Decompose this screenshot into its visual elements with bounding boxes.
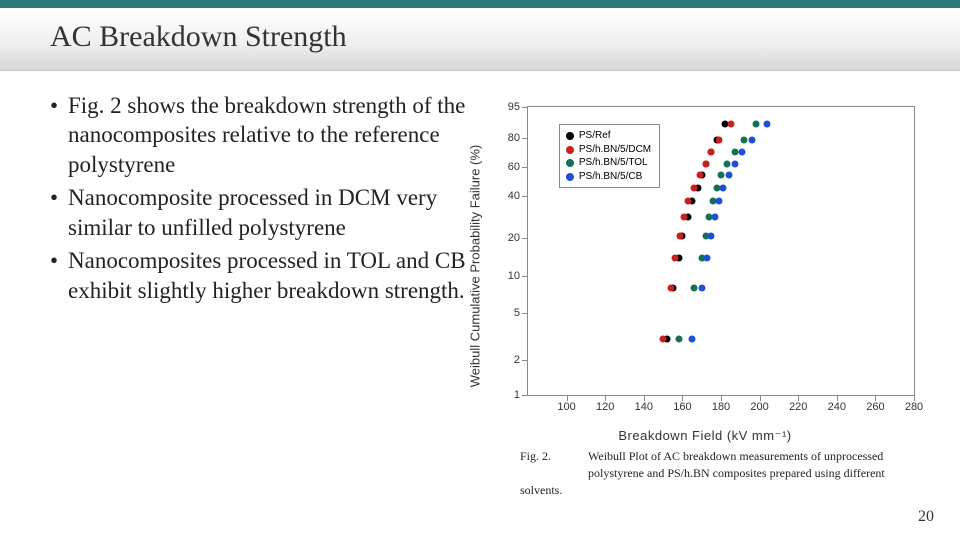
data-point: [716, 136, 723, 143]
legend-item: PS/h.BN/5/TOL: [566, 156, 651, 170]
x-tick-label: 200: [750, 395, 768, 413]
data-point: [704, 255, 711, 262]
data-point: [689, 335, 696, 342]
y-tick-label: 60: [508, 161, 528, 173]
y-tick-label: 40: [508, 190, 528, 202]
y-axis-label: Weibull Cumulative Probability Failure (…: [468, 145, 483, 388]
plot-area: PS/RefPS/h.BN/5/DCMPS/h.BN/5/TOLPS/h.BN/…: [527, 106, 915, 396]
data-point: [708, 148, 715, 155]
data-point: [716, 198, 723, 205]
data-point: [690, 285, 697, 292]
legend-label: PS/Ref: [579, 129, 611, 143]
y-tick-label: 80: [508, 132, 528, 144]
data-point: [677, 232, 684, 239]
data-point: [723, 161, 730, 168]
page-title: AC Breakdown Strength: [50, 20, 960, 54]
y-tick-label: 95: [508, 101, 528, 113]
data-point: [671, 255, 678, 262]
caption-label: Fig. 2.: [520, 448, 588, 465]
x-tick-label: 140: [635, 395, 653, 413]
data-point: [660, 335, 667, 342]
data-point: [696, 172, 703, 179]
bullet-column: Fig. 2 shows the breakdown strength of t…: [50, 91, 480, 498]
data-point: [702, 161, 709, 168]
data-point: [731, 161, 738, 168]
bullet-list: Fig. 2 shows the breakdown strength of t…: [50, 91, 472, 305]
x-tick-label: 180: [712, 395, 730, 413]
legend-label: PS/h.BN/5/TOL: [579, 156, 648, 170]
data-point: [731, 148, 738, 155]
content-row: Fig. 2 shows the breakdown strength of t…: [0, 71, 960, 508]
legend-item: PS/h.BN/5/CB: [566, 170, 651, 184]
y-tick-label: 10: [508, 270, 528, 282]
data-point: [675, 335, 682, 342]
legend-item: PS/Ref: [566, 129, 651, 143]
y-tick-label: 20: [508, 232, 528, 244]
data-point: [752, 121, 759, 128]
legend-swatch: [566, 159, 574, 167]
data-point: [667, 285, 674, 292]
caption-line3: solvents.: [520, 483, 562, 497]
figure-column: Weibull Cumulative Probability Failure (…: [480, 91, 930, 498]
bullet-item: Nanocomposite processed in DCM very simi…: [50, 183, 472, 242]
x-tick-label: 240: [828, 395, 846, 413]
legend-item: PS/h.BN/5/DCM: [566, 143, 651, 157]
x-tick-label: 120: [596, 395, 614, 413]
y-tick-label: 5: [514, 307, 528, 319]
page-number: 20: [918, 508, 934, 526]
data-point: [690, 185, 697, 192]
legend-swatch: [566, 132, 574, 140]
title-band: AC Breakdown Strength: [0, 8, 960, 71]
legend-label: PS/h.BN/5/CB: [579, 170, 642, 184]
weibull-chart: Weibull Cumulative Probability Failure (…: [485, 96, 925, 436]
data-point: [708, 232, 715, 239]
chart-legend: PS/RefPS/h.BN/5/DCMPS/h.BN/5/TOLPS/h.BN/…: [559, 124, 660, 188]
data-point: [712, 213, 719, 220]
x-tick-label: 100: [557, 395, 575, 413]
y-tick-label: 1: [514, 389, 528, 401]
data-point: [725, 172, 732, 179]
x-axis-label: Breakdown Field (kV mm⁻¹): [618, 428, 791, 444]
data-point: [698, 285, 705, 292]
x-tick-label: 260: [866, 395, 884, 413]
x-tick-label: 280: [905, 395, 923, 413]
x-tick-label: 220: [789, 395, 807, 413]
accent-bar: [0, 0, 960, 8]
legend-label: PS/h.BN/5/DCM: [579, 143, 651, 157]
x-tick-label: 160: [673, 395, 691, 413]
y-tick-label: 2: [514, 354, 528, 366]
legend-swatch: [566, 146, 574, 154]
data-point: [727, 121, 734, 128]
data-point: [685, 198, 692, 205]
bullet-item: Fig. 2 shows the breakdown strength of t…: [50, 91, 472, 179]
legend-swatch: [566, 173, 574, 181]
data-point: [764, 121, 771, 128]
data-point: [748, 136, 755, 143]
bullet-item: Nanocomposites processed in TOL and CB e…: [50, 246, 472, 305]
data-point: [718, 172, 725, 179]
caption-line1: Weibull Plot of AC breakdown measurement…: [588, 449, 883, 463]
caption-line2: polystyrene and PS/h.BN composites prepa…: [588, 465, 920, 482]
data-point: [741, 136, 748, 143]
figure-caption: Fig. 2.Weibull Plot of AC breakdown meas…: [480, 436, 930, 498]
data-point: [681, 213, 688, 220]
data-point: [739, 148, 746, 155]
data-point: [719, 185, 726, 192]
